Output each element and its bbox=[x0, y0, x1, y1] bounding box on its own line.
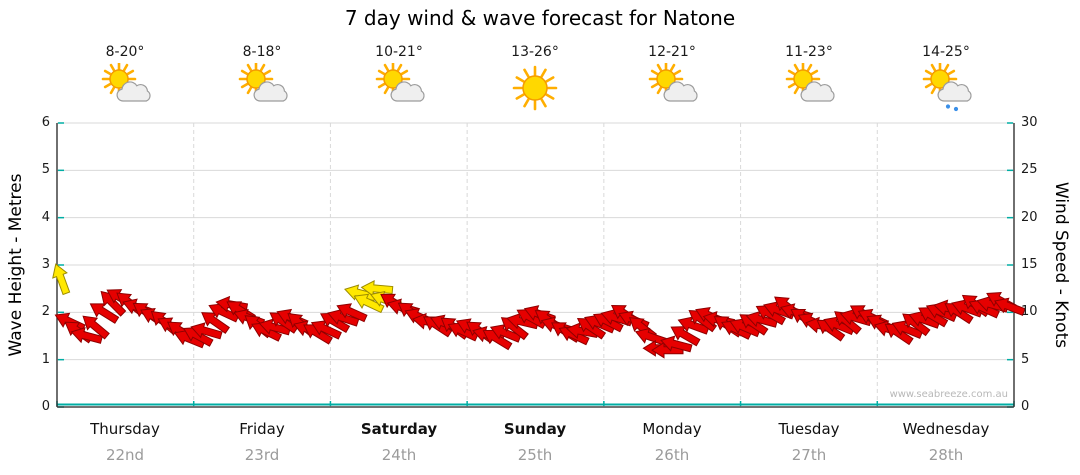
day-column: 11-23° bbox=[741, 44, 877, 113]
wind-arrow bbox=[482, 329, 513, 351]
day-column: 8-18° bbox=[194, 44, 330, 113]
wind-arrow bbox=[183, 326, 214, 347]
weather-icon-sun-cloud bbox=[194, 63, 330, 113]
weather-icon-sun-cloud-rain bbox=[878, 63, 1014, 113]
day-name: Tuesday bbox=[778, 420, 840, 438]
y-right-tick: 0 bbox=[1021, 399, 1030, 414]
day-name: Friday bbox=[239, 420, 285, 438]
sun-cloud-icon bbox=[238, 63, 288, 102]
y-left-tick: 2 bbox=[41, 304, 50, 319]
wind-arrow bbox=[634, 327, 667, 346]
watermark: www.seabreeze.com.au bbox=[889, 389, 1008, 400]
day-temp: 13-26° bbox=[511, 44, 559, 60]
y-axis-label-wave-height: Wave Height - Metres bbox=[6, 173, 26, 357]
day-temp: 11-23° bbox=[785, 44, 833, 60]
day-temp: 8-20° bbox=[105, 44, 145, 60]
wind-arrow bbox=[660, 335, 693, 353]
sun-cloud-rain-icon bbox=[922, 63, 972, 112]
sun-cloud-icon bbox=[648, 63, 698, 102]
day-column: 12-21° bbox=[604, 44, 740, 113]
weather-icon-sun-cloud bbox=[57, 63, 193, 113]
wind-arrow bbox=[201, 312, 230, 334]
wind-arrow bbox=[82, 315, 110, 340]
y-left-tick: 1 bbox=[41, 352, 50, 367]
day-column: 8-20° bbox=[57, 44, 193, 113]
day-date: 22nd bbox=[105, 446, 145, 464]
day-column: 10-21° bbox=[331, 44, 467, 113]
chart-title: 7 day wind & wave forecast for Natone bbox=[344, 6, 736, 30]
day-date: 23rd bbox=[244, 446, 280, 464]
day-column: 14-25° bbox=[878, 44, 1014, 113]
wind-arrow bbox=[576, 318, 607, 340]
sun-cloud-icon bbox=[785, 63, 835, 102]
day-date: 25th bbox=[517, 446, 553, 464]
weather-icon-sun-cloud bbox=[331, 63, 467, 113]
day-date: 27th bbox=[791, 446, 827, 464]
day-name: Saturday bbox=[360, 420, 438, 438]
y-left-tick: 0 bbox=[41, 399, 50, 414]
wind-arrow bbox=[918, 307, 949, 328]
day-temp: 8-18° bbox=[242, 44, 282, 60]
day-name: Monday bbox=[642, 420, 702, 438]
day-date: 28th bbox=[928, 446, 964, 464]
y-right-tick: 5 bbox=[1021, 352, 1030, 367]
wind-arrow bbox=[190, 322, 223, 340]
wind-arrow bbox=[353, 293, 385, 314]
y-left-tick: 5 bbox=[41, 162, 50, 177]
day-temp: 10-21° bbox=[375, 44, 423, 60]
wind-arrow bbox=[52, 263, 71, 296]
day-date: 26th bbox=[654, 446, 690, 464]
day-name: Wednesday bbox=[902, 420, 990, 438]
y-right-tick: 10 bbox=[1021, 304, 1038, 319]
wind-arrow bbox=[303, 324, 333, 345]
y-right-tick: 15 bbox=[1021, 257, 1038, 272]
y-right-tick: 20 bbox=[1021, 210, 1038, 225]
weather-icon-sun-cloud bbox=[741, 63, 877, 113]
wind-arrow bbox=[593, 312, 624, 333]
day-temp: 12-21° bbox=[648, 44, 696, 60]
y-left-tick: 4 bbox=[41, 210, 50, 225]
day-name: Thursday bbox=[90, 420, 160, 438]
wind-arrow bbox=[755, 305, 786, 326]
y-right-tick: 25 bbox=[1021, 162, 1038, 177]
weather-icon-sun-cloud bbox=[604, 63, 740, 113]
day-name: Sunday bbox=[503, 420, 567, 438]
wind-arrow bbox=[336, 303, 368, 323]
day-temp: 14-25° bbox=[922, 44, 970, 60]
wind-arrow bbox=[670, 326, 701, 347]
wind-arrow bbox=[739, 314, 769, 336]
day-date: 24th bbox=[381, 446, 417, 464]
wind-arrow bbox=[310, 320, 342, 340]
wind-arrow bbox=[100, 290, 127, 317]
sun-icon bbox=[512, 65, 558, 111]
y-left-tick: 3 bbox=[41, 257, 50, 272]
sun-cloud-icon bbox=[375, 63, 425, 102]
wind-arrow bbox=[70, 326, 103, 344]
y-right-tick: 30 bbox=[1021, 115, 1038, 130]
y-left-tick: 6 bbox=[41, 115, 50, 130]
wind-arrow bbox=[89, 303, 120, 324]
wind-arrow bbox=[834, 311, 862, 335]
sun-cloud-icon bbox=[101, 63, 151, 102]
day-column: 13-26° bbox=[467, 44, 603, 113]
wind-arrow bbox=[884, 323, 914, 346]
wind-arrow bbox=[993, 297, 1026, 316]
weather-icon-sun bbox=[467, 63, 603, 113]
y-axis-label-wind-speed: Wind Speed - Knots bbox=[1051, 181, 1071, 349]
